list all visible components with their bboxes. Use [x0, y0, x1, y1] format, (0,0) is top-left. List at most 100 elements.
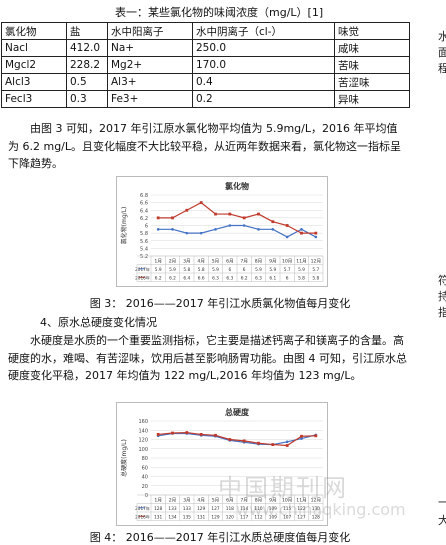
y-tick-label: 6.6: [140, 201, 148, 207]
data-label: 5.9: [269, 267, 276, 273]
edge-char: 水: [438, 30, 446, 43]
table-title: 表一：某些氯化物的味阈浓度（mg/L）[1]: [115, 6, 324, 19]
data-label: 133: [183, 506, 191, 512]
x-tick-label: 7月: [240, 497, 248, 503]
x-tick-label: 4月: [197, 258, 205, 264]
x-tick-label: 12月: [311, 258, 321, 264]
y-tick-label: 40: [142, 475, 148, 481]
data-label: 112: [254, 514, 262, 520]
x-tick-label: 5月: [212, 258, 220, 264]
data-point: [242, 216, 246, 220]
data-point: [199, 201, 203, 205]
table-cell: 0.4: [192, 73, 335, 91]
data-label: 6.2: [169, 275, 176, 281]
edge-char: 面: [438, 46, 446, 59]
table-cell: Mg2+: [107, 56, 193, 74]
table-row: Alcl3 0.5 Al3+ 0.4 苦涩味: [1, 73, 410, 91]
chloride-table: 氯化物 盐 水中阳离子 水中阴离子（cl-） 味觉 Nacl 412.0 Na+…: [1, 22, 410, 108]
table-header-cell: 水中阴离子（cl-）: [192, 22, 335, 40]
data-label: 5.8: [183, 267, 190, 273]
x-tick-label: 9月: [269, 258, 277, 264]
data-label: 5.9: [169, 267, 176, 273]
data-point: [242, 439, 246, 443]
series-line: [158, 431, 316, 447]
y-tick-label: 0: [145, 493, 148, 499]
legend-label: 2016年: [135, 513, 150, 520]
legend-label: 2017年: [135, 505, 150, 512]
data-label: 6: [228, 267, 231, 273]
y-tick-label: 140: [138, 428, 148, 434]
data-point: [156, 228, 160, 231]
data-point: [271, 220, 275, 224]
data-label: 6.6: [198, 275, 205, 281]
data-label: 109: [269, 506, 277, 512]
series-line: [158, 432, 316, 446]
x-tick-label: 10月: [282, 258, 292, 264]
data-label: 6.1: [269, 275, 276, 281]
y-tick-label: 5.8: [140, 231, 148, 237]
data-point: [185, 431, 189, 434]
x-tick-label: 11月: [296, 497, 306, 503]
data-label: 5.9: [155, 267, 162, 273]
data-label: 6.3: [226, 275, 233, 281]
data-label: 5.8: [312, 275, 319, 281]
data-label: 5.7: [284, 267, 291, 273]
data-point: [300, 437, 303, 440]
table-cell: 咸味: [334, 39, 410, 57]
watermark-cn: 中国期刊网: [218, 474, 348, 502]
data-point: [271, 228, 275, 231]
data-point: [314, 235, 318, 239]
legend-label: 2017年: [135, 266, 150, 273]
data-point: [214, 433, 217, 437]
table-cell: 异味: [334, 90, 410, 108]
data-label: 117: [240, 514, 248, 520]
x-tick-label: 4月: [197, 497, 205, 503]
data-point: [171, 228, 174, 231]
data-label: 120: [226, 514, 234, 520]
y-tick-label: 6.4: [140, 208, 148, 214]
hardness-chart: 总硬度 总硬度(mg/L) 160 140 120 100 80 60 40 20 0 1月 2月 3月 4…: [116, 402, 328, 526]
data-point: [199, 433, 203, 436]
table-row: Nacl 412.0 Na+ 250.0 咸味: [1, 39, 410, 57]
data-point: [314, 231, 318, 235]
y-tick-label: 20: [142, 484, 148, 490]
data-label: 6: [243, 267, 246, 273]
table-header-row: 氯化物 盐 水中阳离子 水中阴离子（cl-） 味觉: [1, 22, 410, 40]
data-label: 128: [312, 514, 320, 520]
watermark-en: www.chinaqking.com: [236, 500, 406, 519]
x-tick-label: 5月: [212, 497, 220, 503]
y-tick-label: 60: [142, 465, 148, 471]
data-point: [156, 216, 160, 220]
data-point: [214, 228, 217, 231]
paragraph-hardness: 水硬度是水质的一个重要监测指标，它主要是描述钙离子和镁离子的含量。高硬度的水，难…: [8, 334, 407, 382]
data-label: 131: [154, 514, 162, 520]
y-axis-label: 氯化物(mg/L): [120, 207, 128, 245]
y-tick-label: 5.6: [140, 239, 148, 245]
data-label: 5.9: [212, 267, 219, 273]
y-tick-label: 6: [145, 224, 148, 230]
y-tick-label: 5.4: [140, 246, 148, 252]
data-label: 6.3: [212, 275, 219, 281]
data-point: [257, 212, 260, 216]
x-tick-label: 7月: [240, 258, 248, 264]
table-cell: 412.0: [66, 39, 108, 57]
data-label: 6.4: [183, 275, 190, 281]
data-point: [228, 212, 232, 216]
y-tick-label: 6.8: [140, 193, 148, 199]
table-cell: Al3+: [107, 73, 193, 91]
data-label: 122: [297, 506, 305, 512]
y-tick-label: 120: [138, 438, 148, 444]
data-label: 5.7: [312, 267, 319, 273]
edge-char: 持: [438, 290, 446, 303]
x-tick-label: 11月: [296, 258, 306, 264]
data-point: [228, 224, 232, 227]
data-point: [285, 224, 289, 227]
data-point: [156, 433, 160, 436]
figure-3-caption: 图 3： 2016——2017 年引江水质氯化物值每月变化: [89, 297, 351, 310]
data-point: [171, 216, 174, 220]
x-tick-label: 6月: [226, 497, 234, 503]
table-cell: 170.0: [192, 56, 335, 74]
y-axis-label: 总硬度(mg/L): [120, 439, 128, 477]
chloride-chart: 氯化物 氯化物(mg/L) 6.8 6.6 6.4 6.2 6 5.8 5.6 5.4 5.2 1月 2…: [116, 176, 328, 287]
